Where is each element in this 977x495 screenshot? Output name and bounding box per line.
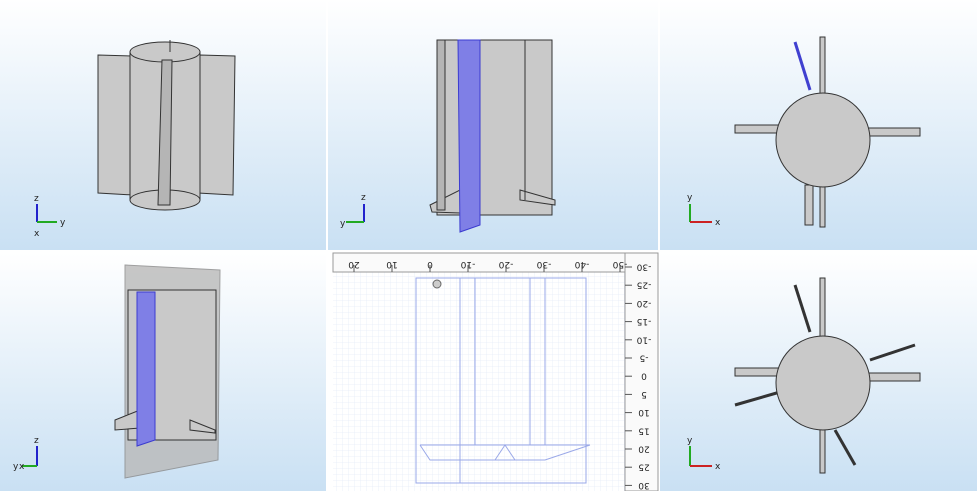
axis-label: x [715,462,721,472]
axis-label: x [19,462,25,472]
ruler-label: -25 [637,280,652,290]
ruler-label: -10 [636,334,651,344]
ruler-label: 5 [641,389,647,399]
model-3d [734,277,921,474]
ruler-label: -50 [612,259,627,269]
model-3d [114,264,221,479]
ruler-label: -10 [460,259,475,269]
model-3d [97,40,236,211]
ruler-label: -20 [636,298,651,308]
ruler-label: 25 [638,462,649,472]
axis-label: y [340,219,346,229]
axis-label: x [34,229,40,239]
ruler-label: -20 [498,259,513,269]
axis-label: y [13,462,19,472]
ruler-label: -5 [640,353,649,363]
ruler-label: -40 [574,259,589,269]
ruler-label: 15 [638,425,649,435]
ruler-label: 30 [638,480,650,490]
ruler-label: 20 [638,444,650,454]
axis-label: x [715,218,721,228]
ruler-label: 0 [641,371,647,381]
ruler-label: -30 [536,259,551,269]
ruler-label: 10 [638,407,650,417]
ruler-label: 10 [386,259,398,269]
axis-label: y [687,193,693,203]
axis-label: z [34,436,39,446]
drawing-2d [332,252,659,492]
model-3d [734,36,921,228]
axis-label: y [687,436,693,446]
axis-triad [22,204,712,467]
axis-label: z [34,194,39,204]
ruler-label: -15 [637,316,652,326]
axis-label: z [361,193,366,203]
ruler-label: -30 [636,262,651,272]
ruler-label: 0 [427,259,433,269]
model-3d [429,39,556,233]
axis-label: y [60,218,66,228]
ruler-label: 20 [348,259,360,269]
